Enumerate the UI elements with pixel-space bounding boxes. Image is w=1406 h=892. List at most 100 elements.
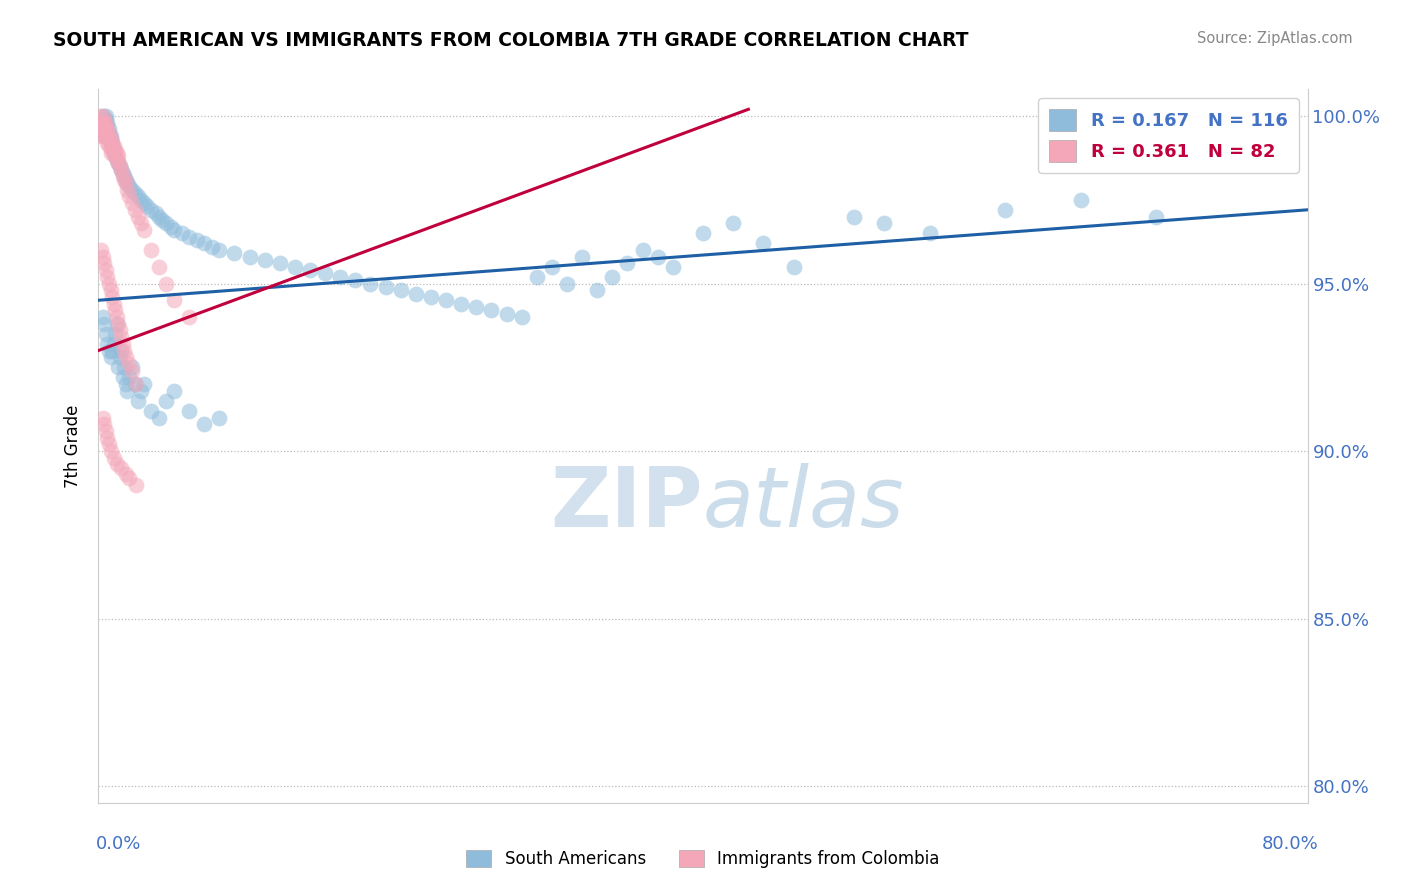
Point: [631, 243, 654, 257]
Point: [93, 256, 115, 270]
Point: [96, 119, 118, 133]
Point: [105, 310, 128, 324]
Point: [1070, 193, 1092, 207]
Point: [179, 310, 201, 324]
Point: [299, 263, 322, 277]
Point: [555, 277, 578, 291]
Point: [110, 162, 132, 177]
Point: [104, 303, 127, 318]
Point: [420, 290, 443, 304]
Point: [103, 143, 125, 157]
Point: [112, 172, 135, 186]
Point: [104, 326, 127, 341]
Point: [93, 122, 115, 136]
Point: [783, 260, 806, 274]
Point: [93, 122, 115, 136]
Point: [105, 145, 128, 160]
Point: [89, 109, 111, 123]
Point: [224, 246, 246, 260]
Point: [752, 236, 775, 251]
Point: [103, 145, 125, 160]
Point: [93, 116, 115, 130]
Point: [104, 149, 127, 163]
Point: [108, 159, 131, 173]
Point: [450, 296, 472, 310]
Point: [129, 193, 152, 207]
Point: [145, 206, 167, 220]
Point: [141, 243, 163, 257]
Point: [163, 384, 186, 398]
Point: [121, 183, 143, 197]
Point: [692, 227, 714, 241]
Point: [125, 377, 148, 392]
Point: [201, 240, 224, 254]
Point: [90, 122, 112, 136]
Point: [586, 283, 609, 297]
Point: [100, 350, 122, 364]
Point: [98, 126, 121, 140]
Point: [98, 132, 121, 146]
Point: [163, 293, 186, 308]
Point: [94, 424, 117, 438]
Point: [93, 417, 115, 432]
Point: [114, 350, 136, 364]
Point: [91, 116, 114, 130]
Point: [114, 172, 136, 186]
Point: [91, 310, 114, 324]
Point: [103, 139, 125, 153]
Point: [647, 250, 669, 264]
Point: [481, 303, 503, 318]
Point: [91, 116, 114, 130]
Point: [107, 156, 129, 170]
Text: atlas: atlas: [703, 463, 904, 543]
Point: [103, 296, 125, 310]
Point: [115, 384, 138, 398]
Point: [844, 210, 866, 224]
Point: [141, 404, 163, 418]
Legend: R = 0.167   N = 116, R = 0.361   N = 82: R = 0.167 N = 116, R = 0.361 N = 82: [1039, 98, 1299, 173]
Point: [155, 393, 177, 408]
Point: [170, 227, 193, 241]
Point: [100, 283, 122, 297]
Point: [135, 199, 157, 213]
Point: [121, 363, 143, 377]
Point: [118, 179, 141, 194]
Point: [1144, 210, 1167, 224]
Point: [374, 280, 396, 294]
Point: [510, 310, 533, 324]
Point: [96, 122, 118, 136]
Point: [107, 360, 129, 375]
Point: [101, 143, 124, 157]
Point: [155, 216, 177, 230]
Point: [90, 119, 112, 133]
Point: [208, 243, 231, 257]
Point: [110, 343, 132, 358]
Point: [101, 136, 124, 150]
Point: [661, 260, 683, 274]
Point: [115, 183, 138, 197]
Text: 0.0%: 0.0%: [96, 835, 141, 853]
Point: [495, 307, 517, 321]
Point: [193, 236, 215, 251]
Point: [155, 277, 177, 291]
Point: [105, 153, 128, 167]
Y-axis label: 7th Grade: 7th Grade: [65, 404, 83, 488]
Text: 80.0%: 80.0%: [1263, 835, 1319, 853]
Point: [94, 109, 117, 123]
Text: ZIP: ZIP: [551, 463, 703, 543]
Point: [94, 116, 117, 130]
Point: [389, 283, 412, 297]
Point: [91, 109, 114, 123]
Point: [723, 216, 745, 230]
Point: [112, 169, 135, 184]
Point: [314, 267, 336, 281]
Point: [100, 444, 122, 458]
Point: [132, 223, 155, 237]
Point: [94, 263, 117, 277]
Point: [118, 370, 141, 384]
Point: [526, 269, 548, 284]
Point: [96, 129, 118, 144]
Point: [107, 149, 129, 163]
Text: SOUTH AMERICAN VS IMMIGRANTS FROM COLOMBIA 7TH GRADE CORRELATION CHART: SOUTH AMERICAN VS IMMIGRANTS FROM COLOMB…: [53, 31, 969, 50]
Point: [89, 116, 111, 130]
